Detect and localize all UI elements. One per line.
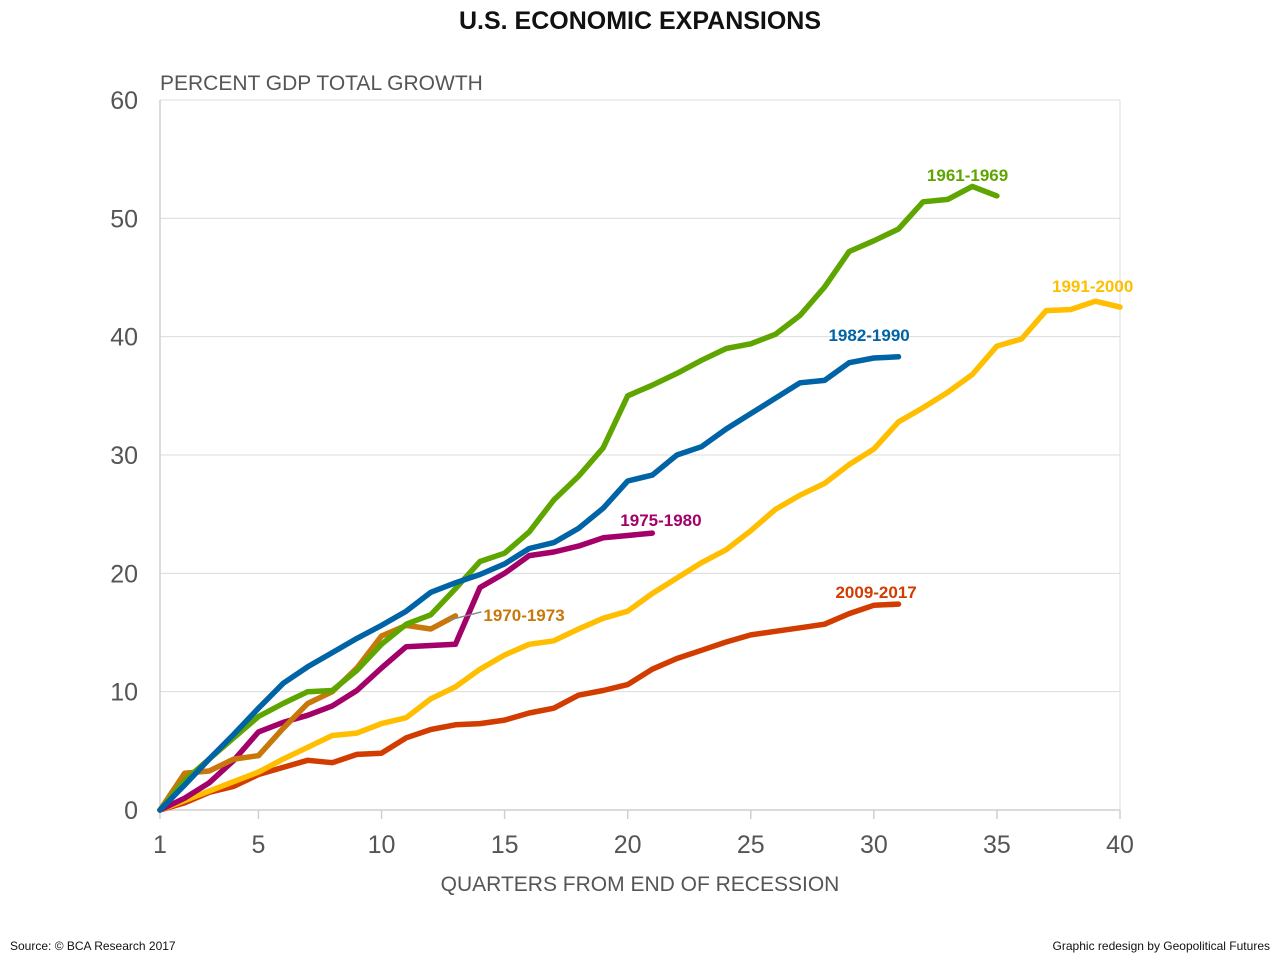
series-label: 1982-1990 [828,326,909,345]
x-tick-label: 30 [860,831,888,859]
series-line-1975-1980 [157,530,656,813]
series-line-1991-2000 [157,298,1123,813]
y-tick-label: 10 [110,679,138,707]
series-label: 1961-1969 [927,166,1008,185]
y-axis-label: PERCENT GDP TOTAL GROWTH [160,72,483,95]
series-lines [157,183,1123,813]
x-tick-label: 10 [368,831,396,859]
y-tick-label: 30 [110,442,138,470]
chart-title: U.S. ECONOMIC EXPANSIONS [459,7,821,35]
label-leader-line [449,611,482,621]
y-tick-label: 20 [110,560,138,588]
x-tick-label: 40 [1106,831,1134,859]
series-labels: 1961-1969 1982-1990 1991-2000 1975-1980 1970… [449,166,1133,625]
x-tick-label: 20 [614,831,642,859]
y-ticks: 0 10 20 30 40 50 60 [110,87,138,825]
series-label: 2009-2017 [835,583,916,602]
x-tick-label: 25 [737,831,765,859]
x-tick-label: 5 [252,831,266,859]
source-note: Source: © BCA Research 2017 [10,939,176,953]
x-axis-label: QUARTERS FROM END OF RECESSION [441,873,840,896]
series-label: 1991-2000 [1052,277,1133,296]
y-tick-label: 40 [110,324,138,352]
series-line-2009-2017 [157,601,902,813]
x-tick-label: 15 [491,831,519,859]
credit-note: Graphic redesign by Geopolitical Futures [1053,939,1270,953]
x-ticks: 1 5 10 15 20 25 30 35 40 [153,810,1134,859]
y-tick-label: 0 [124,797,138,825]
series-label: 1975-1980 [620,511,701,530]
series-label: 1970-1973 [483,606,564,625]
x-tick-label: 1 [153,831,167,859]
y-tick-label: 60 [110,87,138,115]
series-line-1961-1969 [157,183,1000,813]
series-line-1982-1990 [157,354,902,813]
y-tick-label: 50 [110,205,138,233]
x-tick-label: 35 [983,831,1011,859]
